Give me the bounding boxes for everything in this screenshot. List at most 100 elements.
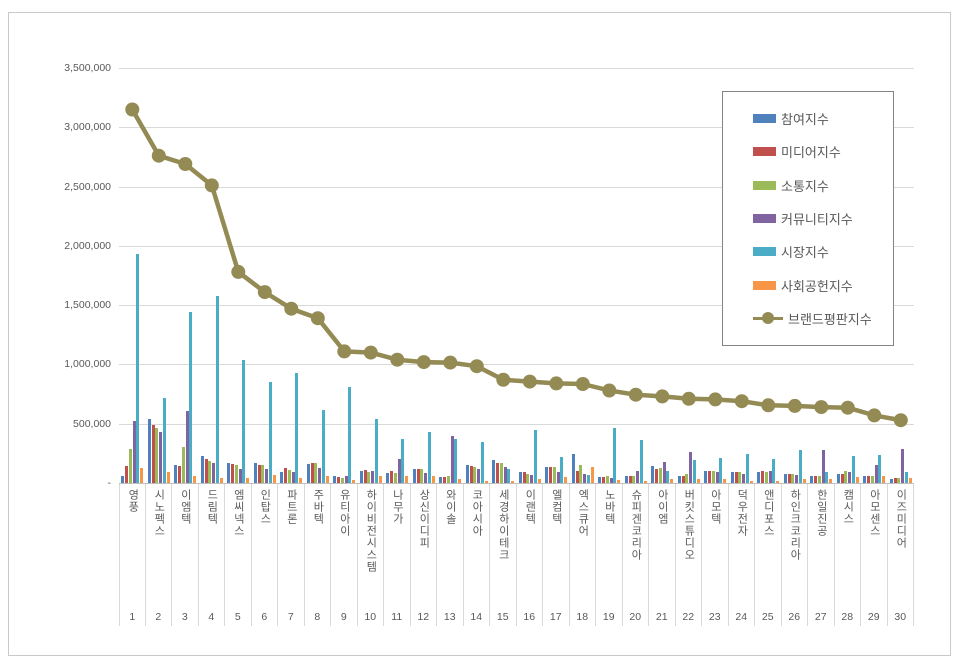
gridline bbox=[119, 68, 914, 69]
legend-line-marker-icon bbox=[753, 312, 783, 325]
bar bbox=[325, 476, 329, 483]
bar bbox=[810, 476, 814, 483]
bar bbox=[287, 469, 291, 483]
line-marker bbox=[231, 264, 246, 279]
bar bbox=[897, 477, 901, 483]
x-rank-label: 14 bbox=[470, 611, 483, 623]
x-category-label: 와이솔 bbox=[444, 489, 457, 525]
bar bbox=[768, 470, 772, 483]
line-marker bbox=[151, 148, 166, 163]
bar bbox=[870, 475, 874, 483]
bar bbox=[848, 471, 852, 483]
x-axis: 영풍 1 시노펙스 2 이엠텍 3 드림텍 4 엠씨넥스 5 인탑스 6 파트론 7 주바텍 8 유티아이 9 하이… bbox=[119, 483, 914, 626]
bar bbox=[583, 473, 587, 483]
bar bbox=[526, 473, 530, 483]
bar bbox=[268, 382, 272, 483]
bar bbox=[371, 471, 375, 483]
bar bbox=[344, 476, 348, 483]
x-category-label: 시노펙스 bbox=[152, 489, 165, 537]
legend-swatch-media bbox=[753, 147, 776, 157]
line-marker bbox=[390, 352, 405, 367]
line-marker bbox=[761, 398, 776, 413]
bar bbox=[696, 479, 700, 483]
x-rank-label: 27 bbox=[814, 611, 827, 623]
gridline bbox=[119, 364, 914, 366]
bar bbox=[643, 480, 647, 483]
bar bbox=[840, 473, 844, 483]
legend-label: 브랜드평판지수 bbox=[788, 311, 872, 327]
x-rank-label: 23 bbox=[708, 611, 721, 623]
bar bbox=[685, 473, 689, 483]
x-rank-label: 6 bbox=[261, 611, 268, 623]
bar bbox=[121, 475, 125, 483]
line-marker bbox=[575, 377, 590, 391]
bar bbox=[314, 463, 318, 483]
bar bbox=[412, 468, 416, 483]
bar bbox=[708, 470, 712, 483]
bar bbox=[836, 473, 840, 483]
bar-group bbox=[199, 68, 226, 483]
bar bbox=[730, 471, 734, 483]
x-category-label: 이엠텍 bbox=[179, 489, 192, 525]
gridline bbox=[119, 245, 914, 247]
bar bbox=[496, 462, 500, 483]
x-category-label: 덕우전자 bbox=[735, 489, 748, 537]
bar bbox=[443, 477, 447, 483]
x-category-cell: 노바텍 19 bbox=[596, 484, 623, 626]
bar bbox=[742, 473, 746, 483]
x-category-cell: 와이솔 13 bbox=[437, 484, 464, 626]
bar bbox=[174, 464, 178, 483]
bar bbox=[363, 469, 367, 483]
x-rank-label: 19 bbox=[602, 611, 615, 623]
x-category-label: 아모센스 bbox=[868, 489, 881, 537]
bar-group bbox=[888, 68, 915, 483]
gridline bbox=[119, 305, 914, 307]
bar bbox=[549, 467, 553, 483]
bar bbox=[579, 464, 583, 483]
bar bbox=[272, 475, 276, 483]
bar bbox=[155, 427, 159, 483]
line-marker bbox=[496, 372, 511, 387]
bar bbox=[590, 467, 594, 483]
legend-item-participation: 참여지수 bbox=[753, 109, 887, 128]
bar bbox=[405, 475, 409, 483]
bar-group bbox=[411, 68, 438, 483]
bar bbox=[655, 468, 659, 483]
x-category-cell: 엘컴텍 17 bbox=[543, 484, 570, 626]
bar-group bbox=[570, 68, 597, 483]
bar bbox=[761, 471, 765, 483]
x-category-label: 엠씨넥스 bbox=[232, 489, 245, 537]
line-marker bbox=[602, 383, 617, 398]
bar bbox=[473, 467, 477, 483]
legend-label: 시장지수 bbox=[781, 245, 829, 261]
x-category-label: 이랜텍 bbox=[523, 489, 536, 525]
x-category-label: 코아시아 bbox=[470, 489, 483, 537]
bar bbox=[738, 471, 742, 483]
legend-item-brand-reputation: 브랜드평판지수 bbox=[753, 309, 887, 328]
legend-label: 사회공헌지수 bbox=[781, 278, 853, 294]
bar bbox=[178, 465, 182, 483]
bar bbox=[503, 467, 507, 483]
x-rank-label: 4 bbox=[208, 611, 215, 623]
x-category-label: 엘컴텍 bbox=[550, 489, 563, 525]
gridline bbox=[119, 127, 914, 129]
bar bbox=[469, 466, 473, 483]
bar bbox=[215, 295, 219, 483]
bar-group bbox=[517, 68, 544, 483]
bar bbox=[904, 471, 908, 483]
x-category-label: 나무가 bbox=[391, 489, 404, 525]
bar bbox=[844, 471, 848, 483]
bar bbox=[734, 471, 738, 483]
x-rank-label: 25 bbox=[761, 611, 774, 623]
bar bbox=[227, 463, 231, 483]
line-marker bbox=[469, 359, 484, 374]
x-rank-label: 9 bbox=[340, 611, 347, 623]
bar bbox=[511, 480, 515, 483]
bar bbox=[151, 424, 155, 483]
y-tick-label: 2,500,000 bbox=[64, 180, 111, 193]
bar bbox=[795, 475, 799, 483]
y-tick-label: - bbox=[107, 477, 112, 489]
bar bbox=[200, 455, 204, 483]
legend-swatch-social bbox=[753, 280, 776, 290]
bar bbox=[159, 432, 163, 483]
